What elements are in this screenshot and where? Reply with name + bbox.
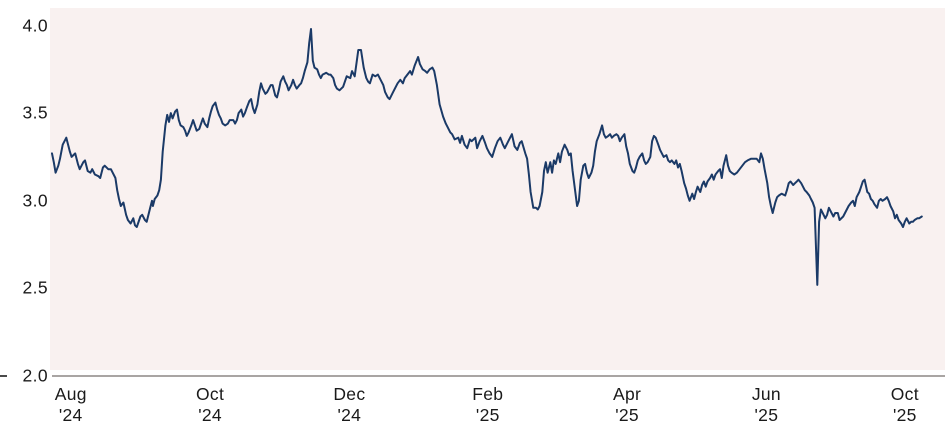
x-tick-label: Oct '25 <box>891 384 919 426</box>
y-tick-label: 3.0 <box>22 190 48 210</box>
y-axis-tick-mark <box>0 375 7 377</box>
x-tick-year: '24 <box>198 405 222 425</box>
price-line <box>51 28 923 286</box>
x-tick-month: Oct <box>890 384 919 404</box>
x-tick-month: Feb <box>472 384 504 404</box>
plot-area <box>50 8 945 370</box>
x-tick-month: Aug <box>54 384 87 404</box>
x-tick-month: Dec <box>333 384 366 404</box>
y-tick-label: 2.5 <box>22 277 48 298</box>
x-tick-label: Apr '25 <box>613 384 641 426</box>
x-tick-label: Dec '24 <box>333 384 365 426</box>
y-tick-label: 4.0 <box>22 14 48 35</box>
x-tick-year: '25 <box>754 405 779 425</box>
x-tick-year: '24 <box>337 405 362 425</box>
x-tick-label: Jun '25 <box>752 384 781 426</box>
x-tick-year: '25 <box>615 405 639 425</box>
y-tick-label: 2.0 <box>22 365 48 386</box>
y-tick-label: 3.5 <box>22 102 48 123</box>
x-tick-label: Oct '24 <box>196 384 224 426</box>
x-tick-year: '24 <box>58 405 83 425</box>
x-tick-year: '25 <box>892 405 917 425</box>
x-axis-line <box>52 375 945 377</box>
x-tick-year: '25 <box>475 405 500 425</box>
x-tick-month: Apr <box>613 384 642 404</box>
x-tick-label: Feb '25 <box>472 384 503 426</box>
x-tick-label: Aug '24 <box>55 384 87 426</box>
x-tick-month: Oct <box>195 384 225 404</box>
x-tick-month: Jun <box>751 384 781 404</box>
